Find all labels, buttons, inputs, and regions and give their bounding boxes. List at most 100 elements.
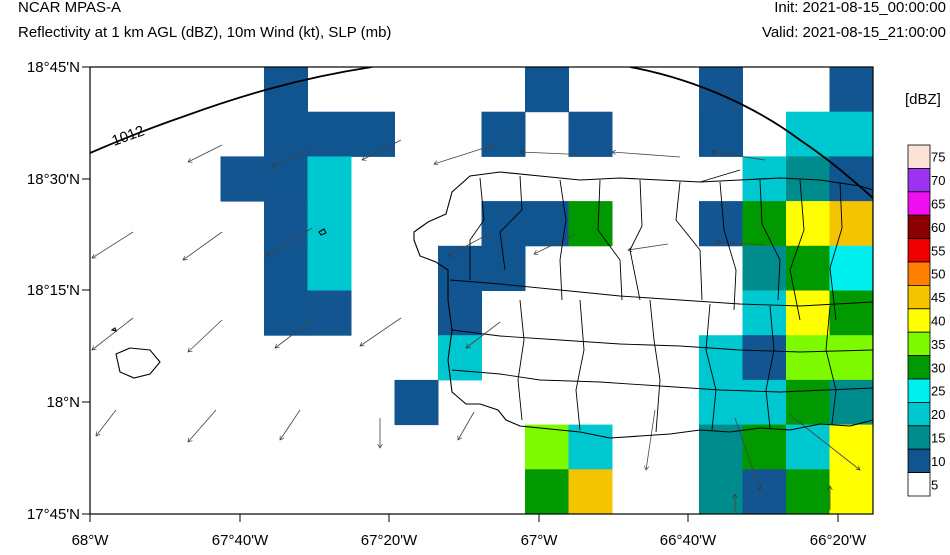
- reflectivity-cell: [699, 335, 743, 381]
- colorbar-label: 10: [931, 454, 945, 469]
- wind-vector: [466, 321, 501, 348]
- reflectivity-cell: [699, 424, 743, 470]
- reflectivity-cell: [525, 201, 569, 247]
- reflectivity-cell: [525, 67, 569, 113]
- lon-label: 67°40'W: [212, 532, 269, 549]
- wind-vector: [646, 409, 656, 470]
- lat-label: 18°N: [46, 394, 80, 411]
- wind-vector: [534, 233, 576, 254]
- colorbar-label: 20: [931, 407, 945, 422]
- colorbar-swatch: [907, 261, 931, 286]
- colorbar-swatch: [907, 167, 931, 193]
- reflectivity-cell: [829, 67, 873, 113]
- reflectivity-cell: [742, 290, 787, 336]
- lat-label: 18°15'N: [27, 282, 80, 299]
- reflectivity-cell: [786, 379, 830, 426]
- init-time: Init: 2021-08-15_00:00:00: [774, 0, 946, 16]
- lon-label: 67°W: [521, 532, 559, 549]
- reflectivity-cell: [829, 424, 873, 470]
- reflectivity-cell: [786, 245, 830, 291]
- puerto-rico-coast: [413, 171, 873, 439]
- reflectivity-cell: [264, 111, 308, 157]
- reflectivity-grid: [220, 67, 873, 514]
- reflectivity-cell: [264, 156, 308, 202]
- reflectivity-cell: [568, 469, 613, 514]
- reflectivity-cell: [699, 469, 743, 514]
- colorbar-label: 75: [931, 150, 945, 165]
- reflectivity-cell: [742, 335, 787, 381]
- reflectivity-cell: [525, 469, 569, 514]
- colorbar-label: 35: [931, 337, 945, 352]
- wind-vectors: [92, 139, 860, 512]
- colorbar-swatch: [907, 284, 931, 310]
- colorbar-swatch: [907, 425, 931, 450]
- colorbar-swatch: [907, 144, 931, 169]
- reflectivity-cell: [699, 379, 743, 426]
- reflectivity-cell: [699, 111, 743, 157]
- wind-vector: [188, 319, 223, 352]
- isobar-1012: [90, 67, 373, 154]
- reflectivity-cell: [829, 469, 873, 514]
- reflectivity-cell: [786, 424, 830, 470]
- colorbar-swatch: [907, 378, 931, 403]
- wind-vector: [280, 409, 301, 440]
- colorbar-label: 25: [931, 384, 945, 399]
- reflectivity-cell: [786, 201, 830, 247]
- lat-label: 18°30'N: [27, 171, 80, 188]
- lat-label: 18°45'N: [27, 59, 80, 76]
- colorbar-label: 60: [931, 220, 945, 235]
- reflectivity-cell: [829, 290, 873, 336]
- colorbar-swatch: [907, 191, 931, 216]
- wind-vector: [716, 242, 766, 246]
- isobar-label: 1012: [110, 122, 147, 149]
- reflectivity-cell: [699, 201, 743, 247]
- wind-vector: [789, 414, 860, 470]
- small-islet: [110, 327, 117, 332]
- reflectivity-cell: [829, 111, 873, 157]
- field-description: Reflectivity at 1 km AGL (dBZ), 10m Wind…: [18, 24, 392, 41]
- wind-vector: [362, 139, 402, 160]
- wind-vector: [92, 231, 134, 259]
- wind-vector: [96, 409, 117, 436]
- valid-time: Valid: 2021-08-15_21:00:00: [761, 24, 946, 41]
- wind-vector: [612, 152, 681, 158]
- reflectivity-cell: [438, 245, 482, 291]
- colorbar-label: 45: [931, 290, 945, 305]
- colorbar-swatch: [907, 448, 931, 474]
- reflectivity-cell: [829, 201, 873, 247]
- reflectivity-cell: [699, 67, 743, 113]
- reflectivity-cell: [307, 245, 352, 291]
- colorbar-swatch: [907, 472, 931, 497]
- lon-label: 66°20'W: [810, 532, 867, 549]
- reflectivity-cell: [786, 469, 830, 514]
- wind-vector: [183, 231, 223, 260]
- reflectivity-cell: [568, 111, 613, 157]
- colorbar-title: [dBZ]: [905, 91, 941, 108]
- desecheo-island: [318, 228, 327, 236]
- model-title: NCAR MPAS-A: [18, 0, 122, 16]
- coastlines: [110, 171, 873, 439]
- wind-vector: [458, 411, 475, 440]
- latitude-axis: [82, 66, 90, 515]
- reflectivity-cell: [307, 201, 352, 247]
- reflectivity-cell: [742, 469, 787, 514]
- reflectivity-cell: [264, 290, 308, 336]
- colorbar-swatch: [907, 238, 931, 263]
- reflectivity-cell: [481, 111, 526, 157]
- wind-vector: [434, 142, 501, 164]
- wind-vector: [520, 152, 591, 156]
- reflectivity-cell: [438, 335, 482, 381]
- reflectivity-cell: [568, 201, 613, 247]
- colorbar-swatch: [907, 331, 931, 357]
- reflectivity-cell: [264, 245, 308, 291]
- reflectivity-cell: [829, 379, 873, 426]
- colorbar-label: 65: [931, 197, 945, 212]
- lat-label: 17°45'N: [27, 506, 80, 523]
- colorbar-swatch: [907, 401, 931, 427]
- reflectivity-cell: [394, 379, 439, 426]
- wind-vector: [266, 227, 313, 257]
- colorbar-label: 55: [931, 243, 945, 258]
- wind-vector: [272, 147, 313, 166]
- colorbar-label: 40: [931, 314, 945, 329]
